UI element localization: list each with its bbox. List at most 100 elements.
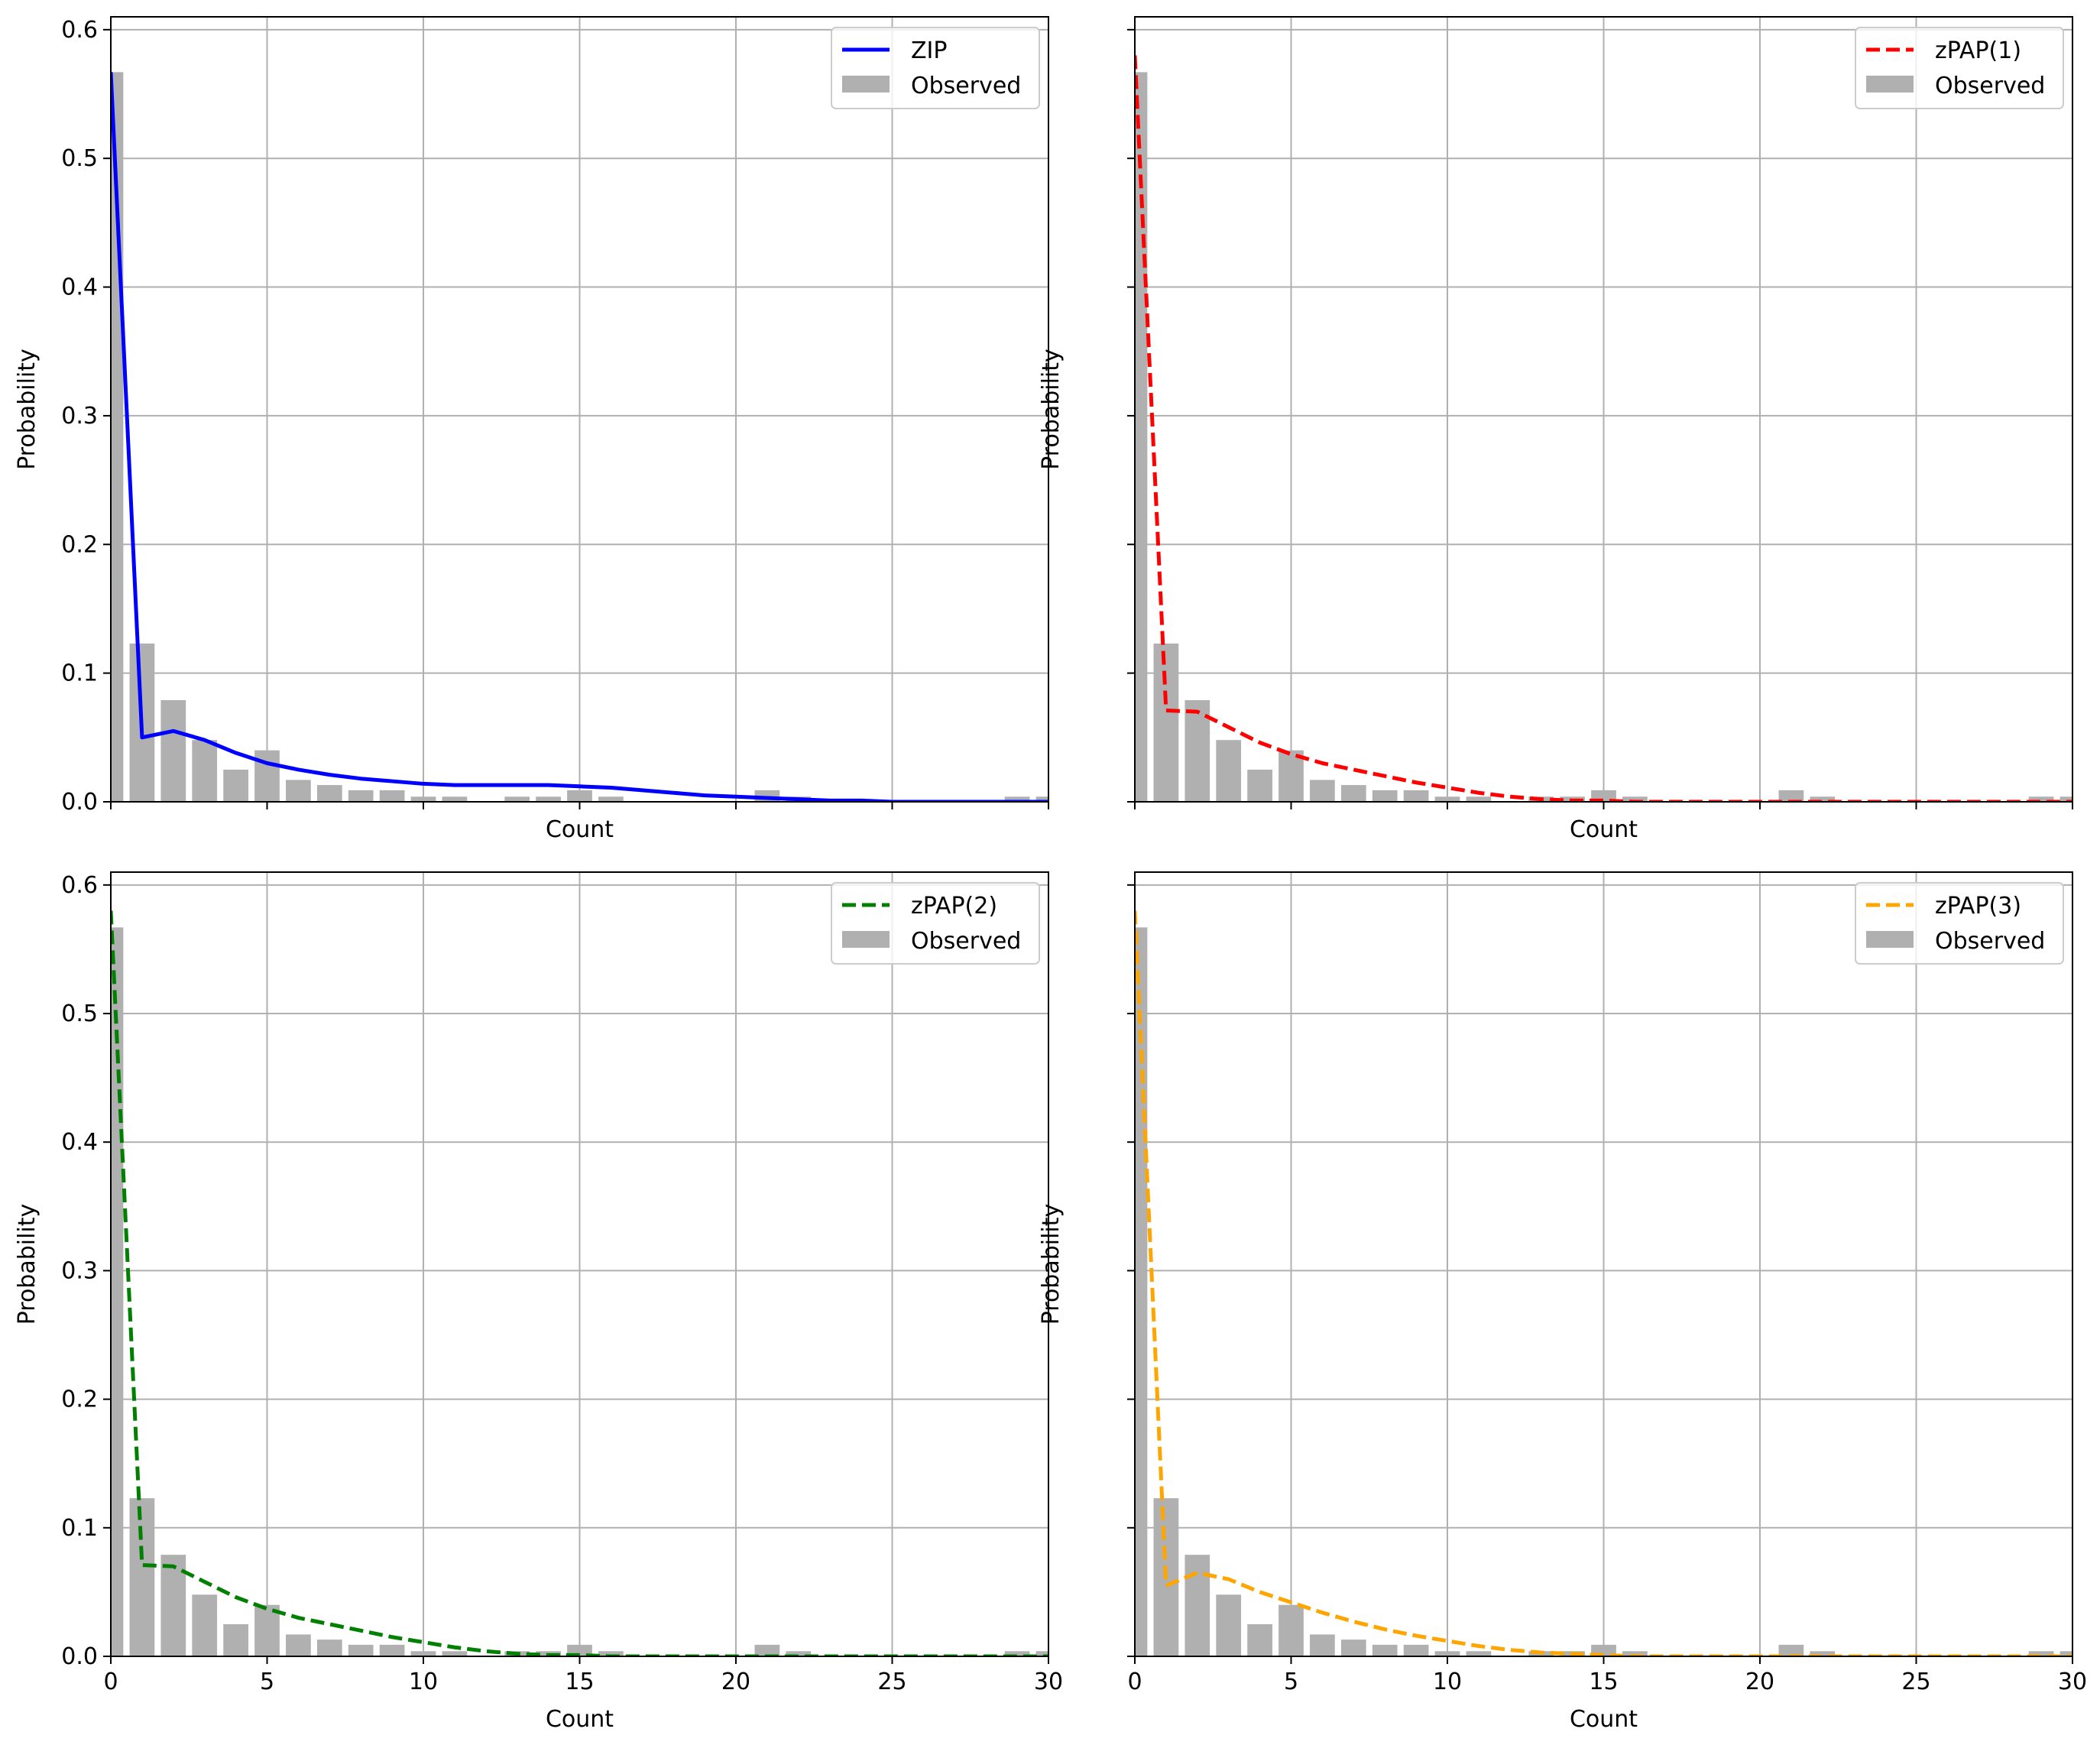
observed-bar [1340,785,1366,802]
observed-bar [1466,796,1492,802]
legend-label-observed: Observed [911,928,1021,955]
legend: zPAP(1) Observed [1855,27,2064,109]
legend-label-observed: Observed [1935,73,2045,99]
y-tick-label: 0.2 [61,531,98,558]
fitted-line-zip [111,72,1048,802]
x-tick-label: 5 [260,1669,274,1695]
y-tick-label: 0.5 [61,1001,98,1027]
x-tick-label: 30 [1034,1669,1063,1695]
legend-label-zpap3: zPAP(3) [1935,893,2021,920]
panel-zpap1: Count Probability zPAP(1) Observed [1038,16,2073,843]
x-tick-label: 10 [409,1669,438,1695]
y-tick-label: 0.5 [61,145,98,172]
x-axis-label: Count [1570,1706,1638,1733]
y-tick-label: 0.0 [61,1643,98,1670]
plot-area [1135,55,2072,802]
observed-bar [598,796,624,802]
legend: zPAP(3) Observed [1855,882,2064,965]
observed-bar [442,796,468,802]
observed-bar [1004,1651,1030,1656]
y-tick-label: 0.0 [61,789,98,816]
plot-area [111,910,1048,1656]
observed-bar [1403,790,1429,802]
observed-bar [1466,1651,1492,1656]
observed-bar [1622,796,1648,802]
observed-bar [379,790,405,802]
observed-bar [316,785,342,802]
observed-bar [1340,1640,1366,1656]
observed-bar [442,1651,468,1656]
x-tick-label: 0 [103,1669,118,1695]
observed-bar [1035,796,1048,802]
x-tick-label: 10 [1433,1669,1462,1695]
x-axis-label: Count [1570,816,1638,843]
legend: zPAP(2) Observed [831,882,1040,965]
x-tick-label: 30 [2058,1669,2087,1695]
observed-bar [379,1644,405,1656]
x-tick-label: 20 [1745,1669,1774,1695]
observed-bar [1403,1644,1429,1656]
observed-bar [286,780,311,802]
fitted-line-zpap2 [111,910,1048,1656]
observed-bar [254,1604,280,1656]
observed-bar [1216,740,1242,802]
y-tick-label: 0.4 [61,1129,98,1156]
observed-bar [567,790,592,802]
y-tick-label: 0.6 [61,17,98,44]
observed-bar [1216,1594,1242,1656]
observed-bar [1247,769,1272,802]
legend-bar-swatch [1866,931,1914,948]
x-tick-label: 25 [1901,1669,1930,1695]
x-axis-label: Count [546,816,614,843]
observed-bar [223,1623,248,1656]
observed-bar [1153,643,1179,802]
observed-bar [254,750,280,802]
observed-bar [286,1634,311,1656]
observed-bar [1778,790,1804,802]
observed-bar [223,769,248,802]
observed-bar [410,796,436,802]
observed-bar [786,1651,812,1656]
y-tick-label: 0.2 [61,1387,98,1413]
y-tick-label: 0.1 [61,660,98,687]
y-tick-label: 0.4 [61,274,98,301]
observed-bar [2059,1651,2072,1656]
panel-zpap2: 0 5 10 15 20 25 30 0.0 0.1 0.2 0.3 0.4 0.5 0.6 Count Pr… [14,871,1063,1733]
observed-bar [536,796,561,802]
observed-bar [1278,1604,1304,1656]
legend-label-zpap2: zPAP(2) [911,893,997,920]
observed-bar [1434,1651,1460,1656]
legend-label-zip: ZIP [911,37,948,64]
y-axis-label: Probability [14,1204,41,1325]
observed-bar [1035,1651,1048,1656]
panel-zip: 0.0 0.1 0.2 0.3 0.4 0.5 0.6 Count Probability ZIP… [14,16,1049,843]
plot-area [111,72,1048,802]
observed-bar [1622,1651,1648,1656]
observed-bar [192,740,218,802]
y-tick-label: 0.6 [61,872,98,899]
observed-bar [2059,796,2072,802]
observed-bar [410,1651,436,1656]
y-axis-label: Probability [14,349,41,470]
x-tick-label: 5 [1284,1669,1298,1695]
plot-area [1135,910,2072,1656]
observed-bar [1372,790,1398,802]
legend-label-zpap1: zPAP(1) [1935,37,2021,64]
x-tick-label: 25 [877,1669,906,1695]
observed-bar [129,1498,155,1656]
observed-bar [1184,1555,1210,1656]
observed-bar [1004,796,1030,802]
observed-bar [2028,796,2054,802]
observed-bar [1810,796,1836,802]
y-axis-label: Probability [1038,1204,1065,1325]
y-tick-label: 0.3 [61,1257,98,1284]
observed-bar [1372,1644,1398,1656]
x-tick-label: 20 [721,1669,750,1695]
legend-bar-swatch [842,931,890,948]
x-tick-label: 15 [565,1669,594,1695]
observed-bar [1810,1651,1836,1656]
observed-bar [1310,1634,1335,1656]
panel-zpap3: 0 5 10 15 20 25 30 Count Probability zPAP(3) Obser… [1038,871,2087,1733]
y-axis-label: Probability [1038,349,1065,470]
observed-bar [754,1644,780,1656]
